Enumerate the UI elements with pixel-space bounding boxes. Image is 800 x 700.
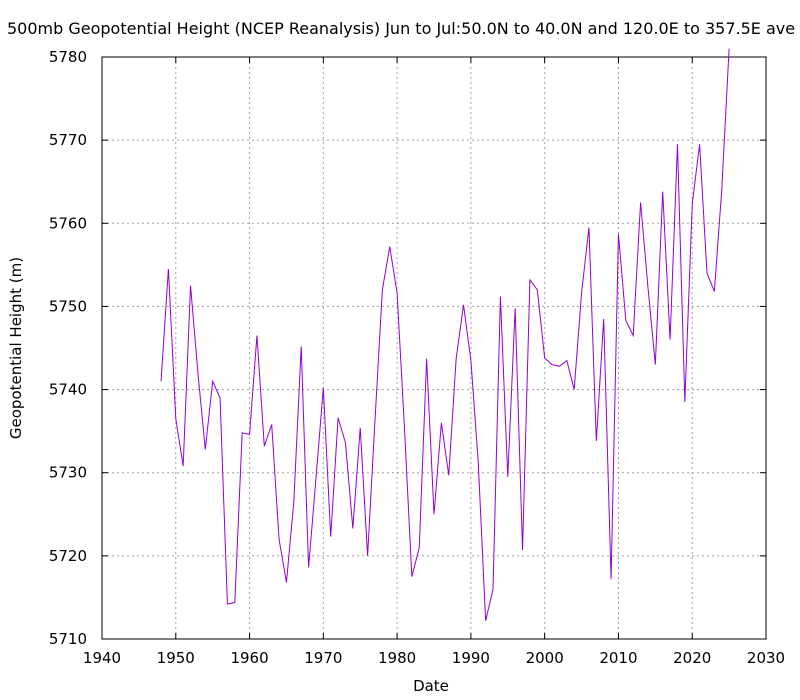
y-axis-label: Geopotential Height (m) (7, 257, 25, 439)
axis-ticks: 1940 1950 1960 1970 1980 1990 2000 2010 2020 2030… (49, 48, 785, 667)
y-tick-label: 5780 (49, 48, 87, 66)
x-tick-label: 2030 (747, 649, 785, 667)
y-tick-label: 5720 (49, 547, 87, 565)
x-tick-label: 2000 (526, 649, 564, 667)
y-tick-label: 5770 (49, 131, 87, 149)
y-tick-label: 5760 (49, 214, 87, 232)
x-tick-label: 2010 (599, 649, 637, 667)
y-tick-label: 5730 (49, 464, 87, 482)
x-tick-label: 1960 (230, 649, 268, 667)
y-tick-label: 5740 (49, 381, 87, 399)
x-tick-label: 1970 (304, 649, 342, 667)
series-group (160, 48, 730, 621)
x-axis-label: Date (413, 677, 449, 695)
plot-frame (101, 56, 767, 640)
chart-title: 500mb Geopotential Height (NCEP Reanalys… (7, 19, 795, 38)
x-tick-label: 1950 (157, 649, 195, 667)
series-line (160, 48, 730, 621)
x-tick-label: 2020 (673, 649, 711, 667)
x-tick-label: 1980 (378, 649, 416, 667)
y-tick-label: 5750 (49, 297, 87, 315)
x-tick-label: 1990 (452, 649, 490, 667)
x-tick-label: 1940 (83, 649, 121, 667)
y-tick-label: 5710 (49, 630, 87, 648)
grid-lines (102, 57, 766, 639)
